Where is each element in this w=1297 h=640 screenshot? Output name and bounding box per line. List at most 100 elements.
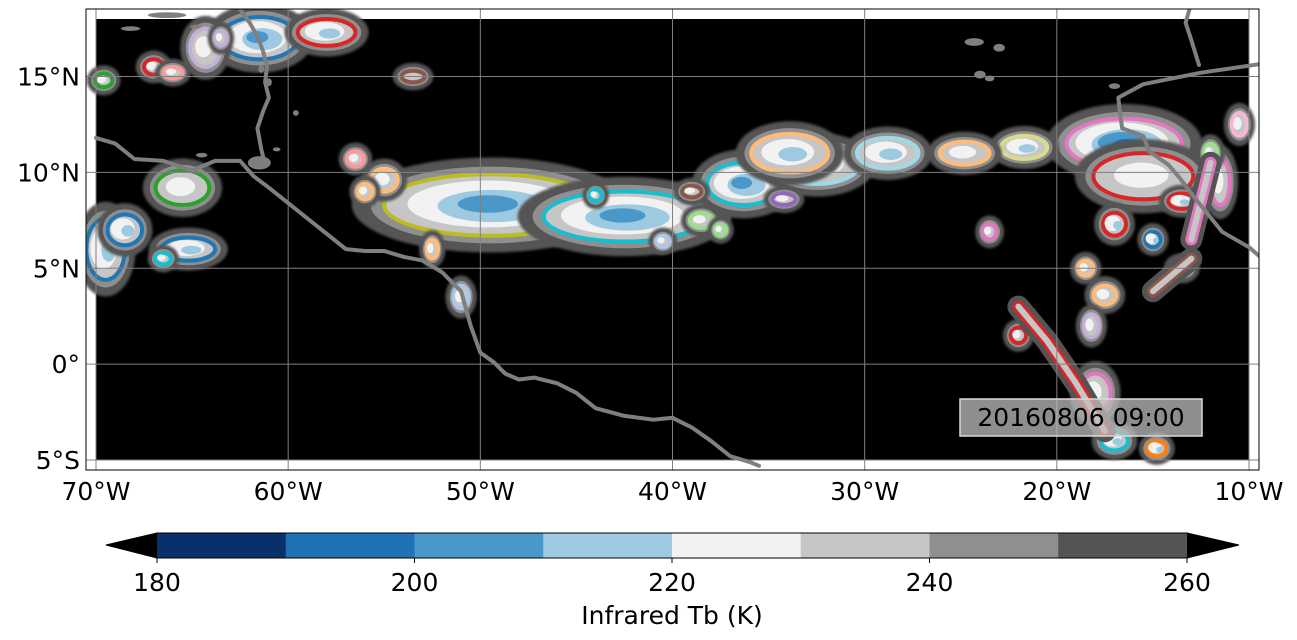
colorbar-segment-6 [800, 533, 930, 558]
colorbar-tick-label: 200 [391, 568, 439, 597]
coastline-2 [238, 9, 271, 167]
cloud-system-22 [1094, 202, 1135, 246]
cloud-systems-layer [86, 9, 1256, 465]
colorbar-tick-label: 260 [1163, 568, 1211, 597]
cloud-fill-225 [657, 237, 665, 244]
coastline-4 [1183, 9, 1201, 67]
map-panel[interactable]: 70°W 60°W 50°W 40°W 30°W 20°W 10°W 15°N 10°N 5°N… [17, 4, 1297, 506]
cloud-fill-225 [358, 186, 368, 195]
cloud-system-6 [843, 126, 933, 180]
cloud-system-30 [1075, 304, 1108, 348]
cloud-fill-215 [1179, 199, 1190, 206]
cloud-system-9 [989, 125, 1059, 170]
cloud-fill-225 [96, 75, 107, 84]
island-2 [120, 26, 141, 31]
longitude-tick-label: 50°W [446, 477, 515, 506]
latitude-tick-label: 5°N [33, 254, 80, 283]
cloud-fill-205 [457, 195, 519, 213]
colorbar-title: Infrared Tb (K) [581, 601, 763, 630]
cloud-system-36 [154, 58, 191, 87]
graticule-layer [86, 9, 1259, 470]
longitude-tick-labels: 70°W 60°W 50°W 40°W 30°W 20°W 10°W [61, 477, 1283, 506]
colorbar-segment-4 [543, 533, 673, 558]
coastline-layer [94, 9, 1259, 468]
cloud-fill-225 [983, 226, 992, 236]
cloud-system-48 [582, 181, 609, 210]
cloud-fill-225 [715, 225, 722, 233]
cloud-streak-2 [1180, 151, 1222, 251]
cloud-system-31 [1137, 223, 1169, 256]
island-14 [1108, 83, 1121, 89]
cloud-system-37 [86, 65, 121, 96]
longitude-tick-label: 10°W [1214, 477, 1283, 506]
cloud-system-42 [707, 216, 734, 244]
latitude-tick-label: 10°N [17, 158, 80, 187]
cloud-fill-225 [693, 215, 706, 224]
cloud-fill-225 [427, 242, 434, 254]
cloud-fill-225 [157, 254, 166, 261]
coastline-3 [1116, 62, 1259, 259]
cloud-system-20 [680, 203, 722, 237]
streak-fill [1149, 255, 1195, 295]
island-12 [974, 70, 986, 79]
cloud-fill-225 [948, 145, 977, 159]
cloud-fill-225 [1079, 263, 1088, 272]
latitude-tick-label: 15°N [17, 63, 80, 92]
colorbar-under-extension [106, 533, 157, 558]
island-8 [258, 65, 265, 73]
cloud-system-33 [419, 230, 446, 269]
cloud-fill-225 [684, 187, 695, 194]
latitude-tick-label: 5°S [36, 446, 80, 475]
cloud-fill-215 [1018, 144, 1036, 153]
cloud-system-46 [1223, 102, 1256, 147]
island-3 [190, 24, 202, 29]
cloud-fill-225 [590, 191, 597, 198]
cloud-fill-225 [775, 195, 789, 202]
cloud-fill-215 [879, 148, 903, 160]
cloud-fill-225 [195, 36, 212, 58]
colorbar-segment-1 [157, 533, 287, 558]
cloud-fill-225 [348, 153, 359, 163]
cloud-system-38 [349, 175, 381, 208]
coastline-1 [94, 135, 761, 468]
cloud-fill-225 [1096, 288, 1110, 300]
island-4 [195, 152, 208, 158]
colorbar-segment-2 [285, 533, 415, 558]
timestamp-label: 20160806 09:00 [977, 403, 1184, 432]
colorbar-segment-3 [414, 533, 544, 558]
cloud-fill-225 [1012, 330, 1021, 339]
longitude-tick-label: 20°W [1022, 477, 1091, 506]
island-5 [247, 156, 271, 170]
cloud-system-10 [927, 131, 1002, 175]
longitude-tick-label: 30°W [830, 477, 899, 506]
island-7 [266, 78, 272, 87]
island-11 [993, 43, 1005, 52]
cloud-system-21 [763, 185, 805, 214]
island-6 [272, 147, 281, 152]
cloud-system-16 [284, 9, 369, 57]
cloud-system-47 [207, 21, 235, 55]
cloud-system-28 [1084, 276, 1126, 315]
colorbar-tick-label: 240 [906, 568, 954, 597]
colorbar-segment-8 [1058, 533, 1188, 558]
cloud-system-27 [1138, 432, 1175, 465]
cloud-fill-215 [181, 245, 202, 255]
cloud-fill-225 [165, 68, 177, 75]
colorbar-segment-7 [929, 533, 1059, 558]
colorbar-over-extension [1187, 533, 1239, 558]
cloud-system-19 [338, 142, 373, 176]
streak-fill [1188, 159, 1214, 243]
cloud-fill-225 [146, 61, 157, 71]
cloud-fill-225 [1114, 162, 1169, 188]
cloud-fill-215 [121, 225, 135, 237]
colorbar-tick-labels: 180 200 220 240 260 [133, 558, 1211, 597]
cloud-fill-215 [778, 147, 808, 162]
cloud-system-14 [97, 203, 153, 257]
latitude-tick-labels: 15°N 10°N 5°N 0° 5°S [17, 63, 80, 475]
island-10 [964, 38, 984, 46]
cloud-fill-225 [374, 172, 390, 186]
colorbar-segment-5 [672, 533, 802, 558]
island-9 [292, 110, 299, 116]
cloud-system-34 [648, 227, 678, 256]
